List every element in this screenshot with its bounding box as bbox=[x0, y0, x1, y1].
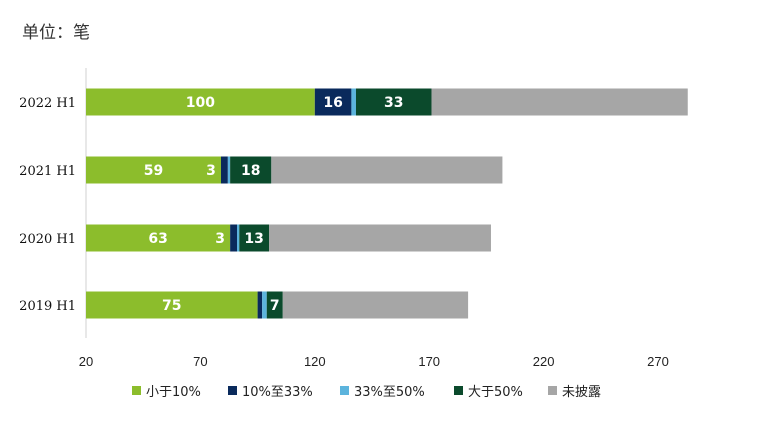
bar-segment bbox=[431, 88, 688, 116]
bar-segment bbox=[86, 156, 221, 184]
data-label: 3 bbox=[215, 231, 225, 247]
bar-segment bbox=[230, 224, 238, 252]
bar-segment bbox=[355, 88, 432, 116]
legend-label: 小于10% bbox=[146, 385, 201, 400]
bar-segment bbox=[269, 224, 491, 252]
bar-segment bbox=[86, 291, 258, 319]
bar-segment bbox=[257, 291, 263, 319]
legend-swatch bbox=[548, 386, 557, 395]
legend-label: 33%至50% bbox=[354, 385, 425, 400]
bar-segment bbox=[239, 224, 270, 252]
legend-label: 10%至33% bbox=[242, 385, 313, 400]
data-label: 75 bbox=[162, 298, 181, 314]
bar-segment bbox=[262, 291, 267, 319]
data-label: 33 bbox=[384, 95, 403, 111]
bar-segment bbox=[230, 156, 272, 184]
legend-label: 大于50% bbox=[468, 385, 523, 400]
data-label: 3 bbox=[206, 163, 216, 179]
data-label: 100 bbox=[186, 95, 215, 111]
category-label: 2022 H1 bbox=[19, 96, 76, 111]
bar-segment bbox=[282, 291, 469, 319]
bar-segment bbox=[227, 156, 231, 184]
bar-segment bbox=[266, 291, 283, 319]
bar-segment bbox=[351, 88, 356, 116]
category-label: 2021 H1 bbox=[19, 164, 76, 179]
bar-segment bbox=[86, 224, 231, 252]
bar-segment bbox=[86, 88, 315, 116]
legend-swatch bbox=[340, 386, 349, 395]
legend-label: 未披露 bbox=[562, 385, 601, 400]
x-tick-label: 270 bbox=[647, 354, 669, 369]
data-label: 18 bbox=[241, 163, 260, 179]
unit-label: 单位：笔 bbox=[22, 23, 90, 43]
bar-segment bbox=[237, 224, 240, 252]
data-label: 63 bbox=[148, 231, 167, 247]
bar-segment bbox=[271, 156, 503, 184]
x-tick-label: 20 bbox=[79, 354, 93, 369]
x-tick-label: 170 bbox=[418, 354, 440, 369]
x-tick-label: 220 bbox=[533, 354, 555, 369]
x-tick-label: 70 bbox=[193, 354, 207, 369]
data-label: 13 bbox=[244, 231, 263, 247]
bar-segment bbox=[220, 156, 228, 184]
data-label: 16 bbox=[323, 95, 342, 111]
bar-segment bbox=[314, 88, 352, 116]
legend-swatch bbox=[228, 386, 237, 395]
data-label: 59 bbox=[144, 163, 163, 179]
category-label: 2020 H1 bbox=[19, 232, 76, 247]
category-label: 2019 H1 bbox=[19, 299, 76, 314]
legend-swatch bbox=[454, 386, 463, 395]
legend-swatch bbox=[132, 386, 141, 395]
data-label: 7 bbox=[270, 298, 280, 314]
x-tick-label: 120 bbox=[304, 354, 326, 369]
